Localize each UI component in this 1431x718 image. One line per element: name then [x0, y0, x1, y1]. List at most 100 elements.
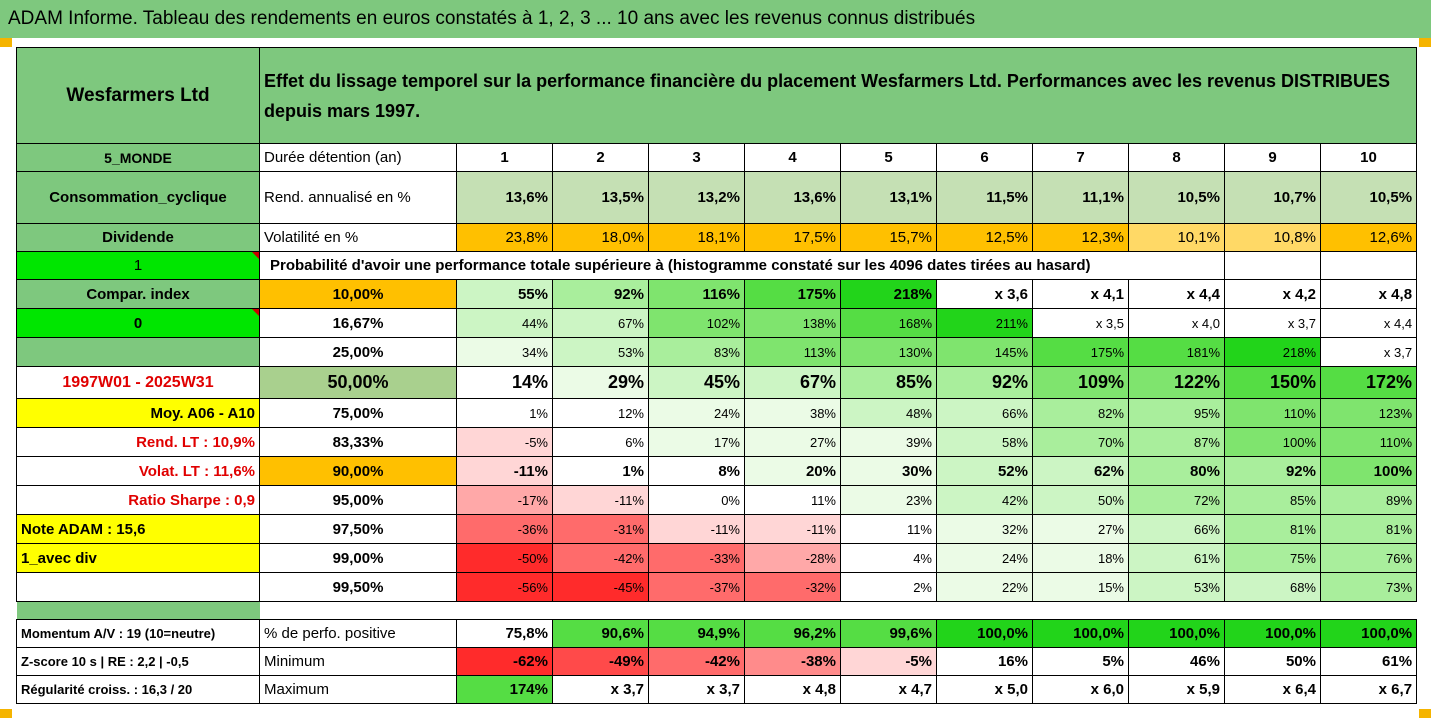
distribution-value: 50% — [1032, 485, 1129, 515]
distribution-value: 11% — [744, 485, 841, 515]
momentum: Momentum A/V : 19 (10=neutre) — [16, 619, 260, 648]
minimum-value: -38% — [744, 647, 841, 676]
minimum-value: 5% — [1032, 647, 1129, 676]
compar-index: Compar. index — [16, 279, 260, 309]
distribution-value: 27% — [744, 427, 841, 457]
rend-value: 10,5% — [1319, 171, 1418, 224]
year-header: 9 — [1224, 143, 1321, 172]
year-header: 1 — [456, 143, 553, 172]
distribution-value: 130% — [840, 337, 937, 367]
maximum-value: x 3,7 — [648, 675, 745, 704]
sector: Consommation_cyclique — [16, 171, 260, 224]
ratio-sharpe: Ratio Sharpe : 0,9 — [16, 485, 260, 515]
rend-label: Rend. annualisé en % — [259, 171, 457, 224]
distribution-value: 81% — [1319, 514, 1418, 544]
distribution-value: -17% — [456, 485, 553, 515]
minimum-label: Minimum — [259, 647, 457, 676]
distribution-value: 100% — [1224, 427, 1321, 457]
distribution-value: 27% — [1032, 514, 1129, 544]
distribution-value: 1% — [552, 456, 649, 486]
distribution-value: 11% — [840, 514, 937, 544]
distribution-value: x 4,0 — [1128, 308, 1225, 338]
positive-value: 90,6% — [552, 619, 649, 648]
distribution-value: 172% — [1319, 366, 1418, 399]
distribution-value: 168% — [840, 308, 937, 338]
maximum-label: Maximum — [259, 675, 457, 704]
performance-table: Wesfarmers Ltd Effet du lissage temporel … — [16, 47, 1418, 704]
maximum-value: 174% — [456, 675, 553, 704]
vol-value: 18,0% — [552, 223, 649, 252]
year-header: 4 — [744, 143, 841, 172]
distribution-value: 8% — [648, 456, 745, 486]
distribution-value: 218% — [1224, 337, 1321, 367]
distribution-value: x 4,1 — [1032, 279, 1129, 309]
distribution-value: -56% — [456, 572, 553, 602]
distribution-value: 68% — [1224, 572, 1321, 602]
distribution-value: 116% — [648, 279, 745, 309]
distribution-value: 92% — [552, 279, 649, 309]
distribution-value: 4% — [840, 543, 937, 573]
duration-label: Durée détention (an) — [259, 143, 457, 172]
distribution-value: -11% — [552, 485, 649, 515]
distribution-value: 92% — [1224, 456, 1321, 486]
maximum-value: x 5,0 — [936, 675, 1033, 704]
distribution-value: -32% — [744, 572, 841, 602]
year-header: 3 — [648, 143, 745, 172]
rend-lt: Rend. LT : 10,9% — [16, 427, 260, 457]
year-header: 7 — [1032, 143, 1129, 172]
distribution-value: 14% — [456, 366, 553, 399]
distribution-value: 55% — [456, 279, 553, 309]
minimum-value: -42% — [648, 647, 745, 676]
quantile-level: 99,00% — [259, 543, 457, 573]
distribution-value: x 4,2 — [1224, 279, 1321, 309]
distribution-value: x 4,4 — [1128, 279, 1225, 309]
distribution-value: 30% — [840, 456, 937, 486]
quantile-level: 10,00% — [259, 279, 457, 309]
distribution-value: 73% — [1319, 572, 1418, 602]
year-header: 6 — [936, 143, 1033, 172]
positive-value: 100,0% — [936, 619, 1033, 648]
positive-value: 99,6% — [840, 619, 937, 648]
description: Effet du lissage temporel sur la perform… — [258, 47, 1418, 144]
positive-value: 100,0% — [1224, 619, 1321, 648]
distribution-value: 58% — [936, 427, 1033, 457]
quantile-level: 75,00% — [259, 398, 457, 428]
distribution-value: 92% — [936, 366, 1033, 399]
report-title: ADAM Informe. Tableau des rendements en … — [0, 0, 1431, 38]
positive-label: % de perfo. positive — [259, 619, 457, 648]
rend-value: 13,5% — [552, 171, 649, 224]
distribution-value: 45% — [648, 366, 745, 399]
distribution-value: 123% — [1319, 398, 1418, 428]
quantile-level: 83,33% — [259, 427, 457, 457]
blank-cell — [16, 572, 260, 602]
maximum-value: x 3,7 — [552, 675, 649, 704]
distribution-value: x 3,7 — [1319, 337, 1418, 367]
zero-flag: 0 — [16, 308, 260, 338]
distribution-value: 42% — [936, 485, 1033, 515]
distribution-value: 218% — [840, 279, 937, 309]
blank-cell — [1224, 251, 1321, 280]
minimum-value: -49% — [552, 647, 649, 676]
distribution-value: 0% — [648, 485, 745, 515]
distribution-value: 175% — [744, 279, 841, 309]
distribution-value: 110% — [1224, 398, 1321, 428]
distribution-value: 72% — [1128, 485, 1225, 515]
vol-value: 12,5% — [936, 223, 1033, 252]
distribution-value: 82% — [1032, 398, 1129, 428]
distribution-value: 62% — [1032, 456, 1129, 486]
distribution-value: 44% — [456, 308, 553, 338]
distribution-value: 102% — [648, 308, 745, 338]
maximum-value: x 5,9 — [1128, 675, 1225, 704]
corner-marker — [0, 709, 12, 718]
distribution-value: 53% — [1128, 572, 1225, 602]
distribution-value: 95% — [1128, 398, 1225, 428]
distribution-value: 17% — [648, 427, 745, 457]
rend-value: 13,6% — [744, 171, 841, 224]
quantile-level: 50,00% — [259, 366, 457, 399]
rend-value: 11,5% — [936, 171, 1033, 224]
distribution-value: 52% — [936, 456, 1033, 486]
maximum-value: x 4,8 — [744, 675, 841, 704]
distribution-value: 109% — [1032, 366, 1129, 399]
z-score: Z-score 10 s | RE : 2,2 | -0,5 — [16, 647, 260, 676]
corner-marker — [1419, 709, 1431, 718]
